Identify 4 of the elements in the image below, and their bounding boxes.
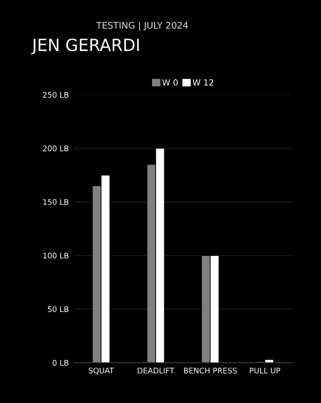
chart-subtitle: TESTING | JULY 2024 bbox=[96, 22, 188, 31]
chart-title: JEN GERARDI bbox=[31, 38, 139, 54]
legend-label: W 0 bbox=[162, 79, 178, 86]
legend-label: W 12 bbox=[192, 79, 214, 86]
